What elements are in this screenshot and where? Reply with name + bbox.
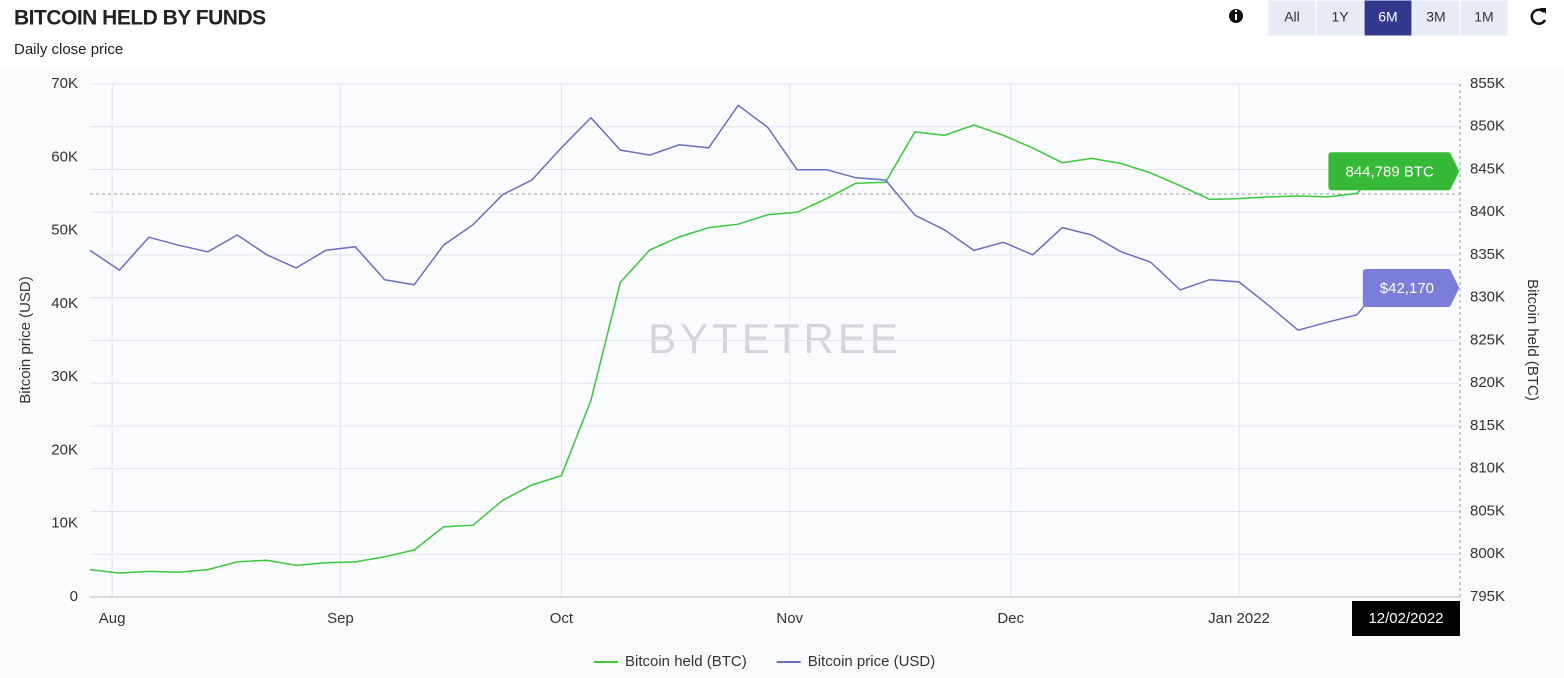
range-button-bg (1363, 0, 1413, 37)
range-button-label: All (1284, 9, 1300, 25)
grid (90, 83, 1460, 598)
range-button[interactable]: 1M (1459, 0, 1509, 37)
legend-label: Bitcoin held (BTC) (625, 653, 747, 670)
x-tick-label: Sep (327, 610, 354, 627)
y2-tick-label: 810K (1470, 460, 1505, 477)
crosshair-label-box (1352, 601, 1460, 636)
chart-subtitle: Daily close price (14, 41, 123, 58)
legend: Bitcoin held (BTC) Bitcoin price (USD) (594, 653, 935, 670)
range-button[interactable]: 6M (1363, 0, 1413, 37)
y-tick-label: 60K (51, 148, 78, 165)
y2-tick-label: 855K (1470, 75, 1505, 92)
value-label-box (1328, 152, 1459, 191)
range-button[interactable]: 3M (1411, 0, 1461, 37)
y2-tick-label: 830K (1470, 289, 1505, 306)
watermark: BYTETREE (648, 315, 902, 362)
range-button[interactable]: 1Y (1315, 0, 1365, 37)
x-tick-label: Oct (550, 610, 574, 627)
value-labels: 844,789 BTC $42,170 (1328, 152, 1459, 307)
y-tick-label: 0 (70, 588, 78, 605)
value-label-box (1362, 268, 1459, 307)
range-button-bg (1459, 0, 1509, 37)
y2-tick-label: 850K (1470, 118, 1505, 135)
y2-tick-label: 845K (1470, 160, 1505, 177)
range-button-bg (1267, 0, 1317, 37)
y2-tick-label: 815K (1470, 417, 1505, 434)
range-button[interactable]: All (1267, 0, 1317, 37)
y-tick-label: 20K (51, 441, 78, 458)
x-tick-label: Jan 2022 (1208, 610, 1270, 627)
range-button-label: 1Y (1331, 9, 1349, 25)
y-tick-label: 50K (51, 222, 78, 239)
y2-tick-label: 835K (1470, 246, 1505, 263)
y-tick-label: 30K (51, 368, 78, 385)
y2-tick-label: 820K (1470, 374, 1505, 391)
range-button-label: 6M (1378, 9, 1397, 25)
y2-tick-label: 805K (1470, 502, 1505, 519)
range-button-bg (1315, 0, 1365, 37)
y-axis-title: Bitcoin price (USD) (17, 276, 34, 404)
x-tick-label: Aug (99, 610, 126, 627)
refresh-icon[interactable] (1530, 8, 1547, 25)
y2-tick-label: 800K (1470, 545, 1505, 562)
y-tick-label: 10K (51, 515, 78, 532)
legend-label: Bitcoin price (USD) (808, 653, 936, 670)
range-button-label: 1M (1474, 9, 1493, 25)
y2-tick-label: 825K (1470, 331, 1505, 348)
chart-title: BITCOIN HELD BY FUNDS (14, 7, 266, 30)
x-tick-label: Dec (997, 610, 1024, 627)
series-line (89, 104, 1380, 332)
y2-axis-title: Bitcoin held (BTC) (1524, 279, 1541, 401)
value-label: $42,170 (1380, 280, 1434, 297)
y-tick-label: 70K (51, 75, 78, 92)
info-icon[interactable] (1229, 9, 1243, 23)
series-lines (89, 104, 1380, 574)
range-button-label: 3M (1426, 9, 1445, 25)
range-buttons: All 1Y 6M 3M 1M (1267, 0, 1509, 37)
x-tick-label: Nov (776, 610, 803, 627)
series-line (89, 124, 1380, 574)
value-label: 844,789 BTC (1346, 163, 1435, 180)
y2-tick-label: 795K (1470, 588, 1505, 605)
y2-tick-label: 840K (1470, 203, 1505, 220)
y-tick-label: 40K (51, 295, 78, 312)
crosshair-label: 12/02/2022 (1368, 610, 1443, 627)
